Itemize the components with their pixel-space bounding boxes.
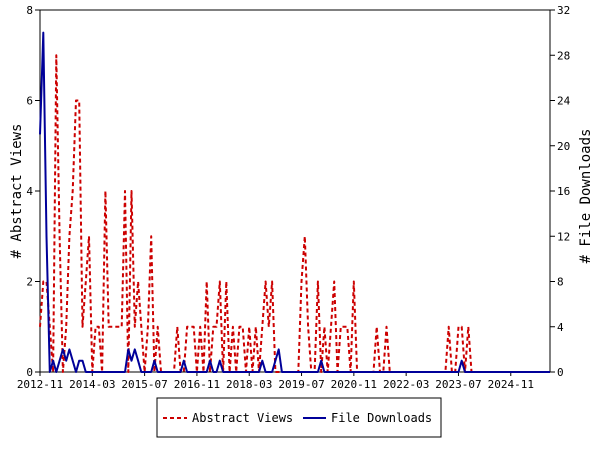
left-tick-label: 0 bbox=[26, 366, 33, 379]
x-tick-label: 2023-07 bbox=[435, 378, 481, 391]
x-tick-label: 2012-11 bbox=[17, 378, 63, 391]
right-axis: 0 4 8 12 16 20 24 28 32 bbox=[550, 4, 571, 379]
left-tick-label: 4 bbox=[26, 185, 33, 198]
right-tick-label: 28 bbox=[557, 49, 570, 62]
x-tick-label: 2022-03 bbox=[383, 378, 429, 391]
plot-area bbox=[39, 9, 551, 373]
legend-label-file-downloads: File Downloads bbox=[331, 411, 432, 425]
legend-box bbox=[156, 397, 442, 438]
legend-label-abstract-views: Abstract Views bbox=[192, 411, 293, 425]
x-tick-label: 2015-07 bbox=[121, 378, 167, 391]
right-tick-label: 4 bbox=[557, 321, 564, 334]
left-axis: 0 2 4 6 8 bbox=[26, 4, 40, 379]
left-axis-title: # Abstract Views bbox=[9, 124, 25, 259]
right-tick-label: 12 bbox=[557, 230, 570, 243]
right-tick-label: 16 bbox=[557, 185, 570, 198]
right-tick-label: 0 bbox=[557, 366, 564, 379]
right-axis-title: # File Downloads bbox=[578, 129, 594, 264]
left-tick-label: 8 bbox=[26, 4, 33, 17]
legend: Abstract Views File Downloads bbox=[156, 397, 442, 438]
x-tick-label: 2016-11 bbox=[174, 378, 220, 391]
right-tick-label: 24 bbox=[557, 95, 571, 108]
right-tick-label: 20 bbox=[557, 140, 570, 153]
series-layer bbox=[39, 31, 550, 373]
left-tick-label: 6 bbox=[26, 95, 33, 108]
right-tick-label: 8 bbox=[557, 276, 564, 289]
x-tick-label: 2014-03 bbox=[69, 378, 115, 391]
x-tick-label: 2019-07 bbox=[278, 378, 324, 391]
right-tick-label: 32 bbox=[557, 4, 570, 17]
left-tick-label: 2 bbox=[26, 276, 33, 289]
series-line-file-downloads bbox=[39, 31, 550, 373]
x-tick-label: 2018-03 bbox=[226, 378, 272, 391]
x-tick-label: 2020-11 bbox=[331, 378, 377, 391]
x-tick-label: 2024-11 bbox=[488, 378, 534, 391]
x-axis: 2012-11 2014-03 2015-07 2016-11 2018-03 2019-… bbox=[17, 372, 534, 391]
